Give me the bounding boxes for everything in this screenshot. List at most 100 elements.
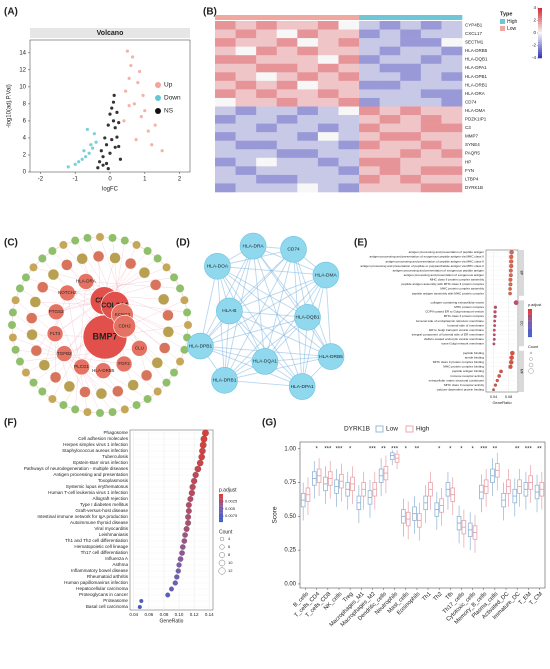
size-legend-label: 10	[228, 560, 233, 565]
heat-cell	[256, 140, 278, 150]
point	[108, 151, 112, 155]
heat-cell	[276, 29, 298, 39]
term-label: Viral myocarditis	[94, 526, 128, 531]
heat-cell	[338, 89, 360, 99]
heat-cell	[441, 21, 463, 30]
heat-cell	[235, 21, 257, 30]
legend-title: p.adjust	[528, 303, 542, 307]
middle-node	[158, 342, 171, 354]
node	[251, 348, 279, 375]
outer-node	[120, 405, 130, 414]
point	[80, 157, 84, 161]
heat-cell	[379, 89, 401, 99]
heat-cell	[441, 55, 463, 65]
heat-cell	[215, 63, 236, 73]
heat-cell	[400, 123, 422, 133]
heat-cell	[359, 46, 380, 56]
heat-cell	[317, 174, 339, 184]
heat-cell	[338, 38, 360, 47]
term-label: antigen processing and presentation of p…	[385, 259, 484, 263]
middle-node	[37, 281, 49, 293]
point	[117, 144, 121, 149]
heat-cell	[256, 29, 278, 39]
heat-cell	[441, 97, 463, 107]
point	[137, 69, 142, 74]
heat-cell	[256, 46, 278, 56]
dot	[169, 586, 174, 592]
heat-cell	[256, 123, 278, 133]
colorbar-step	[538, 34, 542, 37]
dot	[493, 305, 498, 309]
colorbar-step	[219, 512, 223, 514]
y-tick-label: 2	[23, 153, 27, 159]
point	[110, 106, 114, 110]
heat-cell	[297, 183, 319, 193]
colorbar-step	[528, 334, 532, 336]
edge	[252, 245, 308, 318]
heat-cell	[359, 183, 380, 193]
dot	[509, 355, 514, 360]
colorbar-step	[538, 18, 542, 21]
point	[87, 151, 91, 155]
term-label: MHC class II receptor activity	[444, 383, 485, 387]
colorbar-label: 0.0075	[225, 513, 238, 518]
outer-node	[48, 394, 57, 404]
term-label: Leishmaniasis	[99, 532, 129, 537]
point	[110, 138, 114, 142]
x-tick-label: 0.04	[129, 612, 138, 617]
heat-cell	[235, 157, 257, 167]
term-label: Cell adhesion molecules	[78, 436, 128, 441]
heat-cell	[256, 132, 278, 141]
row-label: HLA-DRB1	[465, 82, 488, 87]
heat-cell	[215, 80, 236, 90]
heat-cell	[441, 29, 463, 39]
outer-node	[11, 345, 20, 355]
node-label: PTGS2	[49, 309, 64, 314]
significance: **	[493, 447, 498, 453]
heat-cell	[297, 140, 319, 150]
dot	[187, 496, 194, 502]
dot	[181, 538, 188, 544]
heat-cell	[338, 115, 360, 124]
heat-cell	[338, 166, 360, 176]
heat-cell	[215, 38, 236, 47]
x-tick-label: Th2	[432, 591, 443, 602]
significance: **	[415, 447, 420, 453]
term-label: antigen processing and presentation of e…	[404, 273, 485, 277]
term-label: integral component of lumenal side of ER…	[412, 333, 485, 337]
colorbar-label: -4	[532, 55, 536, 60]
colorbar-step	[538, 50, 542, 53]
heat-cell	[317, 46, 339, 56]
legend-label: Down	[164, 95, 181, 102]
term-label: ER to Golgi transport vesicle membrane	[429, 328, 484, 332]
colorbar-step	[538, 54, 542, 57]
heat-cell	[379, 183, 401, 193]
heat-cell	[215, 149, 236, 159]
dot	[196, 459, 204, 467]
row-label: CXCL17	[465, 31, 483, 36]
heat-cell	[235, 174, 257, 184]
node-label: TGFB2	[57, 351, 72, 356]
type-annotation	[400, 15, 422, 20]
heat-cell	[235, 55, 257, 65]
colorbar-step	[538, 14, 542, 17]
heat-cell	[256, 106, 278, 116]
dot	[508, 277, 513, 282]
size-legend	[528, 368, 534, 374]
dot	[493, 310, 497, 314]
colorbar-step	[538, 32, 542, 35]
point	[134, 138, 138, 142]
heat-cell	[215, 106, 236, 116]
colorbar-step	[219, 519, 223, 521]
heat-cell	[379, 80, 401, 90]
row-label: CD74	[465, 99, 477, 104]
point	[160, 149, 164, 153]
edge	[103, 370, 148, 400]
group-label: MF	[520, 369, 524, 374]
heat-cell	[379, 55, 401, 65]
point	[115, 135, 119, 139]
colorbar-step	[219, 496, 223, 499]
heat-cell	[400, 55, 422, 65]
edge	[229, 274, 327, 312]
node-label: NOTCH3	[58, 290, 77, 295]
